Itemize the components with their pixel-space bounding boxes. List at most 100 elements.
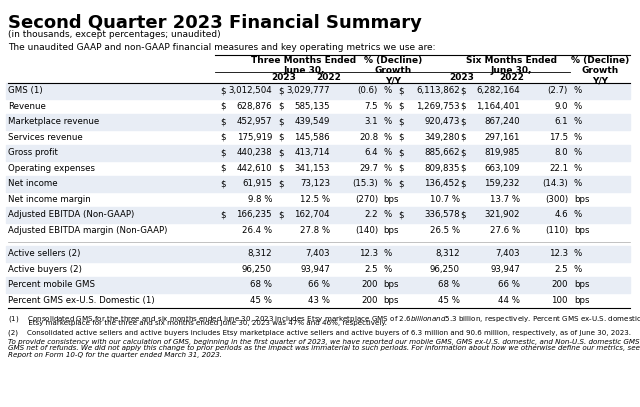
Text: $: $ — [220, 133, 225, 142]
Text: $: $ — [278, 148, 284, 157]
Text: (14.3): (14.3) — [542, 179, 568, 188]
Text: $: $ — [278, 164, 284, 173]
Text: $: $ — [220, 117, 225, 126]
Text: (in thousands, except percentages; unaudited): (in thousands, except percentages; unaud… — [8, 30, 221, 39]
Text: 145,586: 145,586 — [294, 133, 330, 142]
Text: $: $ — [278, 133, 284, 142]
Text: 809,835: 809,835 — [424, 164, 460, 173]
Text: Adjusted EBITDA margin (Non-GAAP): Adjusted EBITDA margin (Non-GAAP) — [8, 226, 168, 235]
Text: bps: bps — [383, 226, 399, 235]
Text: 439,549: 439,549 — [294, 117, 330, 126]
Text: 166,235: 166,235 — [236, 210, 272, 219]
Text: $: $ — [278, 117, 284, 126]
Text: 93,947: 93,947 — [490, 265, 520, 274]
Text: (15.3): (15.3) — [352, 179, 378, 188]
Text: 7.5: 7.5 — [364, 102, 378, 111]
Text: 4.6: 4.6 — [554, 210, 568, 219]
Text: 7,403: 7,403 — [305, 249, 330, 258]
Text: %: % — [574, 133, 582, 142]
Text: %: % — [383, 210, 391, 219]
Text: %: % — [383, 102, 391, 111]
Text: 93,947: 93,947 — [300, 265, 330, 274]
Bar — [6, 207, 630, 223]
Text: 6,113,862: 6,113,862 — [416, 86, 460, 95]
Text: 2022: 2022 — [317, 73, 341, 82]
Text: 1,164,401: 1,164,401 — [476, 102, 520, 111]
Text: 9.8 %: 9.8 % — [248, 195, 272, 204]
Text: 3,012,504: 3,012,504 — [228, 86, 272, 95]
Text: $: $ — [460, 210, 465, 219]
Text: $: $ — [398, 210, 403, 219]
Text: 6.4: 6.4 — [364, 148, 378, 157]
Text: Second Quarter 2023 Financial Summary: Second Quarter 2023 Financial Summary — [8, 14, 422, 32]
Text: Revenue: Revenue — [8, 102, 46, 111]
Text: 321,902: 321,902 — [484, 210, 520, 219]
Text: (300): (300) — [545, 195, 568, 204]
Text: 440,238: 440,238 — [236, 148, 272, 157]
Text: Percent GMS ex-U.S. Domestic (1): Percent GMS ex-U.S. Domestic (1) — [8, 296, 155, 305]
Text: 20.8: 20.8 — [359, 133, 378, 142]
Text: $: $ — [278, 102, 284, 111]
Text: Percent mobile GMS: Percent mobile GMS — [8, 280, 95, 289]
Text: bps: bps — [574, 226, 589, 235]
Text: bps: bps — [383, 296, 399, 305]
Text: 9.0: 9.0 — [554, 102, 568, 111]
Text: %: % — [383, 164, 391, 173]
Text: 68 %: 68 % — [438, 280, 460, 289]
Text: 867,240: 867,240 — [484, 117, 520, 126]
Text: %: % — [574, 86, 582, 95]
Text: 12.3: 12.3 — [359, 249, 378, 258]
Text: $: $ — [398, 164, 403, 173]
Text: Net income margin: Net income margin — [8, 195, 91, 204]
Text: $: $ — [460, 86, 465, 95]
Text: 2.2: 2.2 — [364, 210, 378, 219]
Text: (2.7): (2.7) — [548, 86, 568, 95]
Text: %: % — [383, 148, 391, 157]
Text: % (Decline)
Growth
Y/Y: % (Decline) Growth Y/Y — [571, 56, 629, 86]
Text: $: $ — [460, 164, 465, 173]
Text: 2.5: 2.5 — [554, 265, 568, 274]
Text: 628,876: 628,876 — [236, 102, 272, 111]
Text: 885,662: 885,662 — [424, 148, 460, 157]
Text: $: $ — [460, 179, 465, 188]
Bar — [6, 246, 630, 262]
Text: %: % — [383, 265, 391, 274]
Text: 45 %: 45 % — [250, 296, 272, 305]
Text: 96,250: 96,250 — [242, 265, 272, 274]
Text: 73,123: 73,123 — [300, 179, 330, 188]
Text: (1)    Consolidated GMS for the three and six months ended June 30, 2023 include: (1) Consolidated GMS for the three and s… — [8, 314, 640, 324]
Text: Operating expenses: Operating expenses — [8, 164, 95, 173]
Text: $: $ — [398, 102, 403, 111]
Text: $: $ — [220, 210, 225, 219]
Bar — [6, 83, 630, 98]
Text: %: % — [383, 133, 391, 142]
Text: bps: bps — [383, 195, 399, 204]
Text: $: $ — [398, 133, 403, 142]
Text: 297,161: 297,161 — [484, 133, 520, 142]
Text: 136,452: 136,452 — [424, 179, 460, 188]
Text: To provide consistency with our calculation of GMS, beginning in the first quart: To provide consistency with our calculat… — [8, 339, 640, 345]
Text: $: $ — [460, 117, 465, 126]
Text: 12.5 %: 12.5 % — [300, 195, 330, 204]
Text: 336,578: 336,578 — [424, 210, 460, 219]
Text: (270): (270) — [355, 195, 378, 204]
Text: %: % — [383, 179, 391, 188]
Bar — [6, 277, 630, 293]
Text: $: $ — [220, 179, 225, 188]
Text: $: $ — [398, 179, 403, 188]
Text: 13.7 %: 13.7 % — [490, 195, 520, 204]
Text: 442,610: 442,610 — [236, 164, 272, 173]
Text: 2023: 2023 — [271, 73, 296, 82]
Text: Six Months Ended
June 30,: Six Months Ended June 30, — [466, 56, 557, 75]
Text: %: % — [574, 117, 582, 126]
Text: $: $ — [278, 210, 284, 219]
Text: bps: bps — [574, 296, 589, 305]
Text: Active buyers (2): Active buyers (2) — [8, 265, 82, 274]
Text: 175,919: 175,919 — [237, 133, 272, 142]
Text: %: % — [574, 249, 582, 258]
Text: 61,915: 61,915 — [242, 179, 272, 188]
Text: 17.5: 17.5 — [549, 133, 568, 142]
Text: 585,135: 585,135 — [294, 102, 330, 111]
Text: 159,232: 159,232 — [484, 179, 520, 188]
Text: (0.6): (0.6) — [358, 86, 378, 95]
